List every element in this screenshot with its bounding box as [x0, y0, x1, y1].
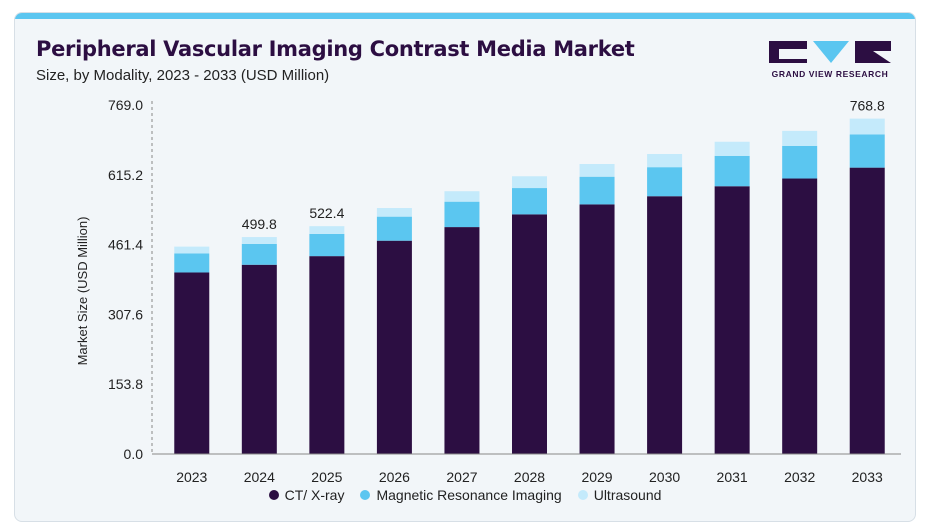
bar-segment [376, 208, 412, 217]
bar-segment [512, 176, 547, 189]
bar-segment [647, 167, 683, 197]
x-tick-label: 2033 [852, 469, 883, 483]
bar-segment [174, 272, 210, 454]
bar-segment [309, 256, 345, 454]
legend-item: CT/ X-ray [268, 487, 345, 503]
bar-segment [444, 191, 480, 202]
bar-segment [782, 145, 818, 179]
bar-segment [714, 155, 750, 187]
y-axis-label: Market Size (USD Million) [75, 217, 90, 366]
x-tick-label: 2032 [784, 469, 815, 483]
bar-segment [512, 188, 547, 215]
legend-item: Magnetic Resonance Imaging [360, 487, 562, 503]
legend-swatch [268, 490, 279, 501]
data-label: 499.8 [242, 216, 277, 232]
chart-subtitle: Size, by Modality, 2023 - 2033 (USD Mill… [36, 67, 330, 84]
x-tick-label: 2023 [176, 469, 207, 483]
chart-card: Peripheral Vascular Imaging Contrast Med… [14, 12, 916, 522]
legend-item: Ultrasound [577, 487, 662, 503]
data-label: 522.4 [309, 205, 344, 221]
y-tick-label: 615.2 [108, 167, 143, 183]
bar-segment [174, 246, 210, 254]
x-tick-label: 2029 [581, 469, 612, 483]
y-axis: 0.0 153.8 307.6 461.4 615.2 769.0 [108, 97, 153, 462]
legend-label: CT/ X-ray [284, 487, 345, 503]
x-tick-label: 2027 [446, 469, 477, 483]
bar-segment [309, 226, 345, 234]
y-tick-label: 769.0 [108, 97, 143, 113]
bar-segment [579, 163, 615, 177]
x-tick-label: 2024 [244, 469, 275, 483]
bar-segment [174, 253, 210, 273]
bar-segment [647, 154, 683, 168]
bar-segment [241, 243, 277, 265]
bar-segment [444, 201, 480, 228]
y-tick-label: 0.0 [124, 446, 144, 462]
bar-segment [376, 216, 412, 241]
bar-segment [309, 233, 345, 257]
chart-title: Peripheral Vascular Imaging Contrast Med… [36, 37, 635, 61]
brand-logo: GRAND VIEW RESEARCH [765, 37, 895, 85]
y-tick-label: 461.4 [108, 237, 143, 253]
brand-logo-mark [769, 41, 891, 63]
y-tick-label: 307.6 [108, 306, 143, 322]
legend-swatch [577, 490, 588, 501]
bar-segment [512, 214, 547, 454]
legend-label: Magnetic Resonance Imaging [376, 487, 562, 503]
bar-segment [444, 227, 480, 454]
brand-name: GRAND VIEW RESEARCH [771, 69, 889, 79]
bar-segment [579, 176, 615, 205]
bar-segment [782, 178, 818, 454]
bars [174, 118, 885, 454]
bar-segment [241, 237, 277, 244]
bar-segment [714, 186, 750, 454]
x-tick-label: 2031 [717, 469, 748, 483]
bar-segment [376, 240, 412, 454]
bar-segment [714, 141, 750, 156]
bar-segment [647, 196, 683, 454]
bar-segment [849, 134, 885, 168]
bar-segment [849, 118, 885, 135]
x-tick-label: 2030 [649, 469, 680, 483]
bar-segment [579, 204, 615, 454]
bar-segment [241, 264, 277, 454]
legend-swatch [360, 490, 371, 501]
x-tick-label: 2025 [311, 469, 342, 483]
x-tick-label: 2028 [514, 469, 545, 483]
data-label: 768.8 [850, 98, 885, 114]
bar-segment [849, 167, 885, 454]
legend: CT/ X-ray Magnetic Resonance Imaging Ultra… [15, 487, 915, 503]
x-axis: 2023 2024 2025 2026 2027 2028 2029 2030 2031 2032… [152, 453, 901, 483]
legend-label: Ultrasound [593, 487, 662, 503]
data-labels: 499.8 522.4 768.8 [242, 98, 885, 232]
x-tick-label: 2026 [379, 469, 410, 483]
y-tick-label: 153.8 [108, 376, 143, 392]
bar-segment [782, 130, 818, 146]
accent-bar [15, 13, 915, 19]
